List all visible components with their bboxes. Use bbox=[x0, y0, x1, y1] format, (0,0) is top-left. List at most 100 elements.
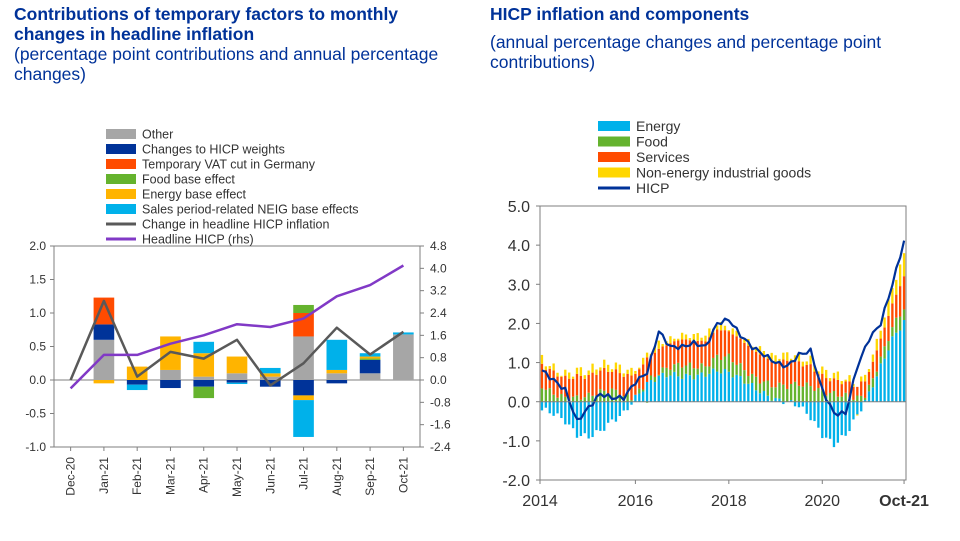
legend-swatch-energy bbox=[598, 121, 630, 131]
bar-energy bbox=[891, 336, 894, 402]
bar-food bbox=[793, 381, 797, 402]
bar-energy bbox=[677, 376, 680, 402]
bar-energy bbox=[754, 390, 758, 402]
bar-services bbox=[583, 378, 586, 398]
legend-swatch-non-energy-industrial-goods bbox=[598, 167, 630, 178]
bar-services bbox=[603, 367, 606, 391]
bar-food bbox=[844, 392, 847, 402]
legend-label-hicp: HICP bbox=[636, 180, 669, 196]
bar-energy bbox=[789, 400, 793, 402]
bar-non-energy-industrial-goods bbox=[610, 369, 614, 372]
bar-food bbox=[809, 386, 812, 402]
bar-energy bbox=[599, 401, 602, 431]
bar-non-energy-industrial-goods bbox=[735, 330, 738, 337]
bar-energy bbox=[700, 372, 703, 402]
bar-non-energy-industrial-goods bbox=[556, 372, 559, 377]
bar-food bbox=[743, 370, 746, 384]
bar-services bbox=[708, 337, 711, 367]
bar-energy-base-effect bbox=[126, 366, 148, 380]
bar-energy bbox=[758, 393, 762, 402]
bar-non-energy-industrial-goods bbox=[832, 372, 836, 379]
bar-sales-period-related-neig-base-effects bbox=[393, 332, 414, 335]
bar-non-energy-industrial-goods bbox=[902, 253, 906, 277]
left-y2-tick-label: 1.6 bbox=[430, 328, 447, 342]
bar-services bbox=[797, 361, 801, 386]
right-y-tick-label: -2.0 bbox=[502, 473, 530, 490]
bar-energy bbox=[692, 379, 695, 402]
bar-food bbox=[879, 356, 882, 364]
right-x-tick-label: 2020 bbox=[804, 493, 840, 510]
bar-services bbox=[863, 381, 867, 398]
left-x-tick-label: Aug-21 bbox=[330, 457, 344, 496]
bar-non-energy-industrial-goods bbox=[677, 338, 680, 341]
bar-food bbox=[731, 362, 734, 378]
bar-services bbox=[700, 340, 703, 364]
bar-services bbox=[680, 339, 684, 368]
bar-non-energy-industrial-goods bbox=[793, 355, 797, 361]
bar-food bbox=[821, 390, 824, 402]
bar-non-energy-industrial-goods bbox=[626, 369, 629, 374]
bar-non-energy-industrial-goods bbox=[723, 325, 727, 331]
right-y-tick-label: -1.0 bbox=[502, 434, 530, 451]
left-y2-tick-label: 0.8 bbox=[430, 351, 447, 365]
left-x-tick-label: Feb-21 bbox=[130, 457, 144, 495]
bar-non-energy-industrial-goods bbox=[774, 355, 777, 363]
bar-non-energy-industrial-goods bbox=[805, 361, 808, 365]
bar-services bbox=[786, 360, 789, 389]
bar-food bbox=[591, 395, 594, 402]
bar-food bbox=[642, 389, 645, 392]
bar-services bbox=[610, 371, 614, 389]
bar-energy bbox=[809, 401, 812, 421]
bar-changes-to-hicp-weights bbox=[93, 324, 115, 340]
right-y-tick-label: 2.0 bbox=[508, 316, 530, 333]
bar-food bbox=[832, 391, 836, 402]
bar-changes-to-hicp-weights bbox=[359, 359, 381, 374]
bar-food bbox=[571, 396, 575, 402]
left-y-tick-label: 0.5 bbox=[29, 340, 46, 354]
bar-sales-period-related-neig-base-effects bbox=[259, 367, 281, 374]
bar-services bbox=[813, 371, 816, 391]
bar-energy bbox=[735, 374, 738, 402]
bar-food bbox=[657, 374, 660, 376]
bar-food bbox=[579, 399, 583, 402]
bar-non-energy-industrial-goods bbox=[867, 369, 871, 372]
bar-energy bbox=[813, 401, 816, 422]
bar-other bbox=[393, 334, 414, 380]
left-chart-subtitle: (percentage point contributions and annu… bbox=[14, 44, 439, 84]
bar-food bbox=[692, 368, 695, 380]
bar-services bbox=[778, 361, 781, 383]
bar-sales-period-related-neig-base-effects bbox=[326, 339, 348, 370]
legend-label-energy: Energy bbox=[636, 118, 680, 134]
bar-non-energy-industrial-goods bbox=[606, 364, 610, 372]
bar-services bbox=[856, 386, 859, 396]
bar-food bbox=[805, 382, 808, 402]
bar-non-energy-industrial-goods bbox=[778, 358, 781, 362]
bar-non-energy-industrial-goods bbox=[564, 369, 567, 376]
bar-energy bbox=[875, 376, 878, 402]
bar-non-energy-industrial-goods bbox=[696, 333, 699, 341]
bar-services bbox=[649, 355, 653, 376]
bar-non-energy-industrial-goods bbox=[599, 367, 602, 371]
bar-food bbox=[673, 364, 676, 372]
bar-non-energy-industrial-goods bbox=[758, 346, 762, 355]
bar-services bbox=[626, 373, 629, 395]
bar-energy bbox=[828, 401, 832, 439]
bar-energy bbox=[606, 401, 610, 423]
bar-other bbox=[93, 339, 115, 380]
bar-services bbox=[622, 376, 625, 397]
bar-non-energy-industrial-goods bbox=[700, 337, 703, 341]
bar-services bbox=[595, 374, 598, 396]
bar-changes-to-hicp-weights bbox=[126, 380, 148, 385]
bar-non-energy-industrial-goods bbox=[657, 340, 660, 349]
left-x-tick-label: Jul-21 bbox=[297, 457, 311, 490]
bar-energy bbox=[626, 401, 629, 411]
bar-non-energy-industrial-goods bbox=[669, 336, 672, 344]
bar-energy bbox=[856, 401, 859, 415]
bar-energy bbox=[684, 373, 688, 402]
bar-services bbox=[704, 341, 707, 367]
bar-energy bbox=[860, 401, 863, 412]
bar-food bbox=[747, 376, 750, 384]
bar-energy bbox=[548, 401, 551, 414]
bar-services bbox=[871, 361, 875, 379]
bar-energy bbox=[821, 401, 824, 439]
